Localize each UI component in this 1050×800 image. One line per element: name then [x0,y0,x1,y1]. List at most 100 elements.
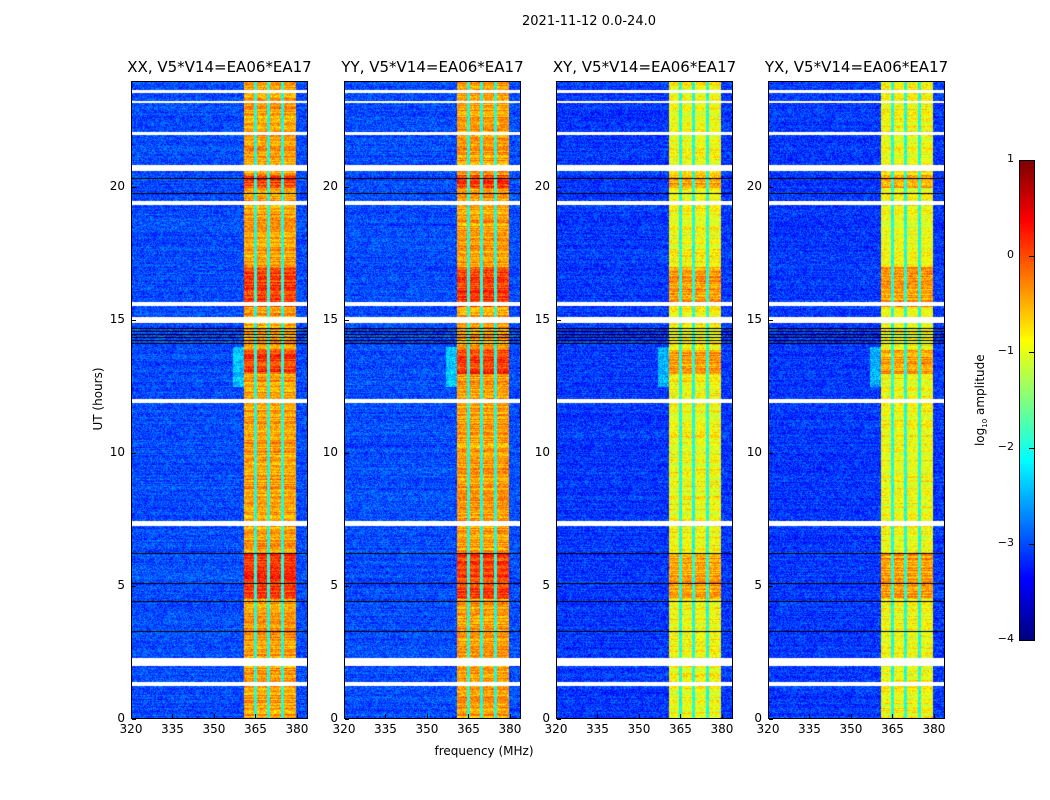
heatmap-image [345,82,520,718]
colorbar-tick-label: 0 [1007,248,1014,261]
x-tick-mark [768,714,769,718]
x-tick-label: 365 [881,722,904,736]
x-tick-label: 320 [756,722,780,736]
heatmap-image [769,82,944,718]
x-tick-label: 380 [710,722,734,736]
y-tick-label: 5 [117,578,125,593]
x-tick-label: 365 [244,722,267,736]
x-tick-label: 335 [586,722,609,736]
x-tick-label: 320 [119,722,143,736]
colorbar-tick-label: −1 [997,344,1014,357]
x-axis-label: frequency (MHz) [434,744,534,758]
y-tick-mark [557,586,561,588]
y-tick-mark [557,187,561,189]
figure-title: 2021-11-12 0.0-24.0 [522,14,656,29]
colorbar-label-rest: amplitude [972,354,987,419]
x-tick-mark [933,714,935,718]
x-tick-mark [255,714,257,718]
y-tick-mark [132,453,136,455]
y-tick-label: 20 [109,179,125,194]
panel-title: YY, V5*V14=EA06*EA17 [341,58,524,76]
colorbar-tick-mark [1029,352,1034,353]
colorbar-label-sub: 10 [981,418,990,428]
panel-title: XY, V5*V14=EA06*EA17 [552,58,737,76]
x-tick-label: 380 [922,722,946,736]
y-tick-mark [132,719,136,720]
y-tick-mark [345,320,349,322]
y-tick-label: 10 [109,445,125,460]
y-tick-mark [557,719,561,720]
colorbar-gradient [1020,161,1034,640]
colorbar-label: log10 amplitude [973,345,989,455]
colorbar-tick-mark [1029,544,1034,545]
colorbar-tick-mark [1029,640,1034,641]
colorbar-tick-mark [1029,256,1034,257]
heatmap-panel [344,81,521,719]
x-tick-mark [809,714,811,718]
x-tick-mark [509,714,511,718]
panel-title: XX, V5*V14=EA06*EA17 [127,58,312,76]
x-tick-mark [172,714,174,718]
heatmap-image [557,82,732,718]
y-tick-mark [345,586,349,588]
x-tick-label: 320 [332,722,356,736]
x-tick-mark [468,714,470,718]
x-tick-mark [131,714,132,718]
x-tick-label: 335 [374,722,397,736]
y-tick-label: 20 [746,179,762,194]
x-tick-mark [344,714,345,718]
y-tick-label: 10 [534,445,550,460]
x-tick-mark [892,714,894,718]
x-tick-label: 320 [544,722,568,736]
y-tick-mark [345,187,349,189]
x-tick-mark [213,714,215,718]
x-tick-mark [556,714,557,718]
y-tick-mark [132,320,136,322]
colorbar-tick-label: −4 [997,632,1014,645]
x-tick-mark [638,714,640,718]
x-tick-label: 380 [498,722,522,736]
y-tick-label: 0 [330,711,338,725]
y-tick-mark [769,187,773,189]
y-tick-label: 0 [117,711,125,725]
x-tick-label: 350 [415,722,439,736]
x-tick-mark [597,714,599,718]
colorbar [1019,160,1035,641]
x-tick-label: 350 [627,722,651,736]
x-tick-label: 350 [839,722,863,736]
y-tick-mark [132,586,136,588]
y-tick-label: 10 [322,445,338,460]
panel-title: YX, V5*V14=EA06*EA17 [764,58,949,76]
x-tick-label: 335 [161,722,184,736]
y-tick-label: 5 [542,578,550,593]
y-tick-label: 5 [330,578,338,593]
y-tick-label: 15 [746,312,762,327]
y-tick-label: 5 [754,578,762,593]
heatmap-image [132,82,307,718]
x-tick-mark [385,714,387,718]
x-tick-label: 365 [669,722,692,736]
y-tick-mark [345,719,349,720]
x-tick-label: 380 [285,722,309,736]
y-tick-label: 10 [746,445,762,460]
y-tick-mark [345,453,349,455]
y-tick-label: 15 [322,312,338,327]
colorbar-tick-label: −2 [997,440,1014,453]
y-tick-mark [769,320,773,322]
heatmap-panel [131,81,308,719]
heatmap-panel [556,81,733,719]
x-tick-label: 350 [202,722,226,736]
y-tick-mark [132,187,136,189]
x-tick-label: 335 [798,722,821,736]
y-tick-mark [769,719,773,720]
y-tick-label: 15 [109,312,125,327]
colorbar-tick-label: −3 [997,536,1014,549]
y-tick-label: 20 [322,179,338,194]
x-tick-mark [680,714,682,718]
y-tick-label: 0 [754,711,762,725]
heatmap-panel [768,81,945,719]
x-tick-mark [850,714,852,718]
y-tick-mark [769,453,773,455]
x-tick-mark [721,714,723,718]
x-tick-mark [296,714,298,718]
